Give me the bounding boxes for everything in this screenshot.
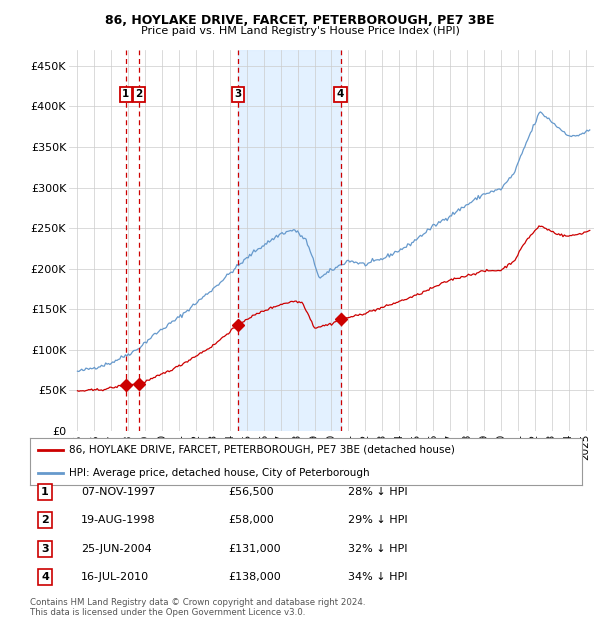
Text: Price paid vs. HM Land Registry's House Price Index (HPI): Price paid vs. HM Land Registry's House …: [140, 26, 460, 36]
Text: This data is licensed under the Open Government Licence v3.0.: This data is licensed under the Open Gov…: [30, 608, 305, 617]
Text: 16-JUL-2010: 16-JUL-2010: [81, 572, 149, 582]
Text: 2: 2: [41, 515, 49, 525]
Text: 2: 2: [136, 89, 143, 99]
Text: 4: 4: [41, 572, 49, 582]
Text: 3: 3: [41, 544, 49, 554]
Text: 32% ↓ HPI: 32% ↓ HPI: [348, 544, 407, 554]
Text: 25-JUN-2004: 25-JUN-2004: [81, 544, 152, 554]
Text: 4: 4: [337, 89, 344, 99]
Text: HPI: Average price, detached house, City of Peterborough: HPI: Average price, detached house, City…: [68, 468, 369, 478]
Text: 1: 1: [41, 487, 49, 497]
Text: Contains HM Land Registry data © Crown copyright and database right 2024.: Contains HM Land Registry data © Crown c…: [30, 598, 365, 607]
Text: £138,000: £138,000: [228, 572, 281, 582]
Text: 86, HOYLAKE DRIVE, FARCET, PETERBOROUGH, PE7 3BE (detached house): 86, HOYLAKE DRIVE, FARCET, PETERBOROUGH,…: [68, 445, 455, 455]
Text: 86, HOYLAKE DRIVE, FARCET, PETERBOROUGH, PE7 3BE: 86, HOYLAKE DRIVE, FARCET, PETERBOROUGH,…: [105, 14, 495, 27]
Text: 19-AUG-1998: 19-AUG-1998: [81, 515, 155, 525]
Text: £56,500: £56,500: [228, 487, 274, 497]
Text: £131,000: £131,000: [228, 544, 281, 554]
Text: 29% ↓ HPI: 29% ↓ HPI: [348, 515, 407, 525]
Text: £58,000: £58,000: [228, 515, 274, 525]
Text: 3: 3: [235, 89, 242, 99]
Text: 28% ↓ HPI: 28% ↓ HPI: [348, 487, 407, 497]
Text: 1: 1: [122, 89, 130, 99]
Text: 07-NOV-1997: 07-NOV-1997: [81, 487, 155, 497]
Bar: [238, 50, 341, 431]
Text: 34% ↓ HPI: 34% ↓ HPI: [348, 572, 407, 582]
